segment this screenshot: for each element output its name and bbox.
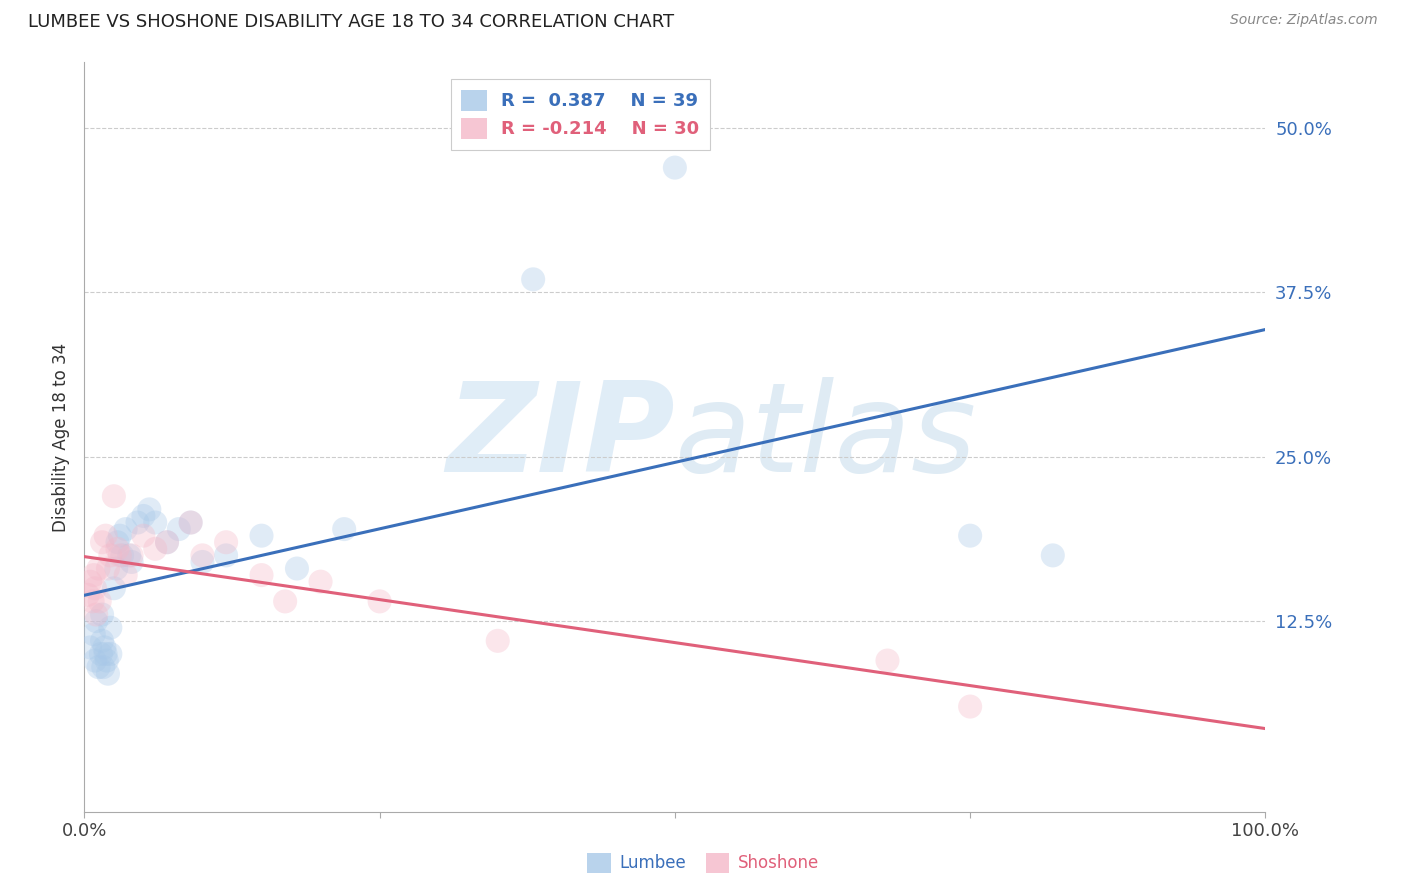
Point: [84, 607, 107, 622]
Point: [191, 555, 214, 569]
Point: [156, 535, 179, 549]
Point: [87, 660, 110, 674]
Point: [91, 633, 114, 648]
Point: [98, 621, 121, 635]
Point: [84, 614, 107, 628]
Point: [959, 529, 981, 543]
Point: [82, 594, 104, 608]
Point: [114, 522, 136, 536]
Point: [143, 541, 166, 556]
Point: [250, 529, 273, 543]
Point: [121, 549, 143, 563]
Point: [94, 647, 117, 661]
Point: [91, 607, 114, 622]
Text: Source: ZipAtlas.com: Source: ZipAtlas.com: [1230, 13, 1378, 28]
Point: [91, 535, 114, 549]
Point: [180, 516, 202, 530]
Point: [98, 647, 121, 661]
Text: LUMBEE VS SHOSHONE DISABILITY AGE 18 TO 34 CORRELATION CHART: LUMBEE VS SHOSHONE DISABILITY AGE 18 TO …: [28, 13, 675, 31]
Point: [96, 654, 118, 668]
Point: [127, 516, 149, 530]
Point: [83, 627, 105, 641]
Point: [79, 640, 101, 655]
Point: [215, 549, 238, 563]
Point: [107, 541, 129, 556]
Point: [368, 594, 391, 608]
Point: [486, 633, 509, 648]
Point: [93, 640, 115, 655]
Point: [132, 508, 155, 523]
Point: [89, 594, 111, 608]
Point: [114, 568, 136, 582]
Point: [138, 502, 160, 516]
Point: [167, 522, 190, 536]
Point: [333, 522, 356, 536]
Point: [87, 561, 110, 575]
Point: [1042, 549, 1064, 563]
Point: [156, 535, 179, 549]
Point: [959, 699, 981, 714]
Legend: R =  0.387    N = 39, R = -0.214    N = 30: R = 0.387 N = 39, R = -0.214 N = 30: [451, 79, 710, 150]
Y-axis label: Disability Age 18 to 34: Disability Age 18 to 34: [52, 343, 70, 532]
Point: [79, 574, 101, 589]
Point: [83, 568, 105, 582]
Point: [121, 555, 143, 569]
Point: [274, 594, 297, 608]
Point: [522, 272, 544, 286]
Point: [94, 529, 117, 543]
Point: [215, 535, 238, 549]
Point: [97, 666, 120, 681]
Point: [111, 549, 134, 563]
Point: [118, 549, 141, 563]
Point: [664, 161, 686, 175]
Point: [107, 535, 129, 549]
Point: [309, 574, 332, 589]
Point: [191, 549, 214, 563]
Point: [90, 647, 112, 661]
Point: [108, 529, 131, 543]
Point: [91, 660, 114, 674]
Text: ZIP: ZIP: [446, 376, 675, 498]
Point: [180, 516, 202, 530]
Point: [108, 549, 131, 563]
Text: atlas: atlas: [675, 376, 977, 498]
Point: [77, 588, 100, 602]
Point: [103, 581, 125, 595]
Point: [84, 581, 107, 595]
Point: [143, 516, 166, 530]
Point: [132, 529, 155, 543]
Point: [103, 489, 125, 503]
Point: [876, 654, 898, 668]
Point: [285, 561, 308, 575]
Point: [105, 561, 128, 575]
Point: [98, 549, 121, 563]
Legend: Lumbee, Shoshone: Lumbee, Shoshone: [581, 847, 825, 880]
Point: [84, 654, 107, 668]
Point: [97, 561, 120, 575]
Point: [250, 568, 273, 582]
